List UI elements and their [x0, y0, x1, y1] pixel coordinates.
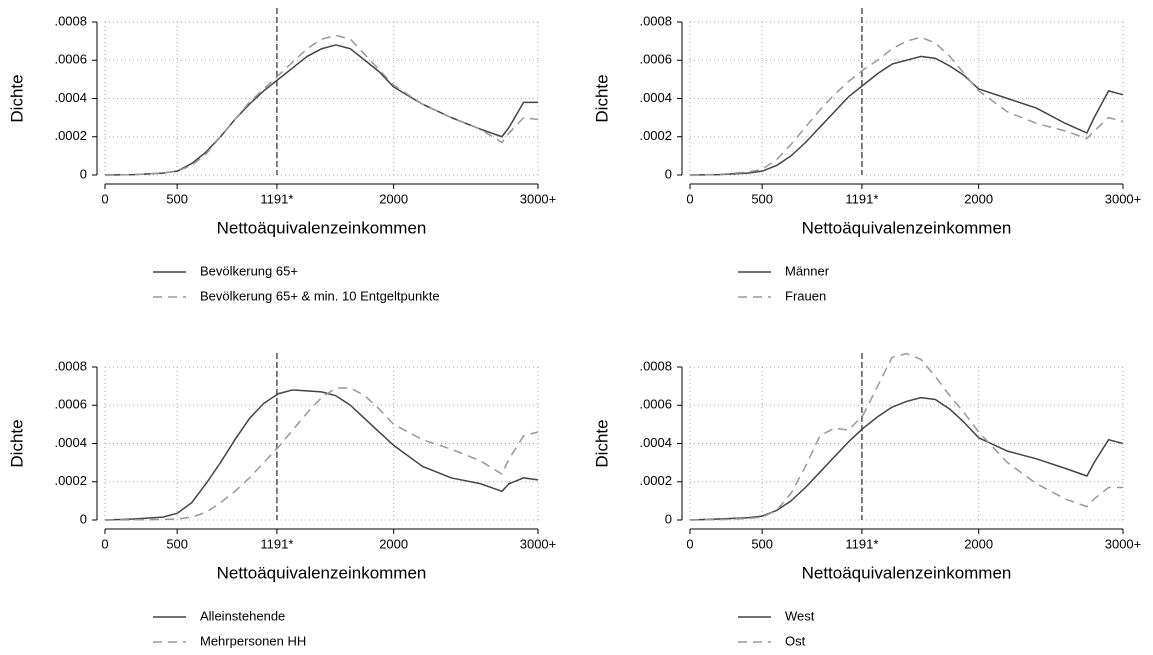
- y-tick-label: .0002: [639, 473, 672, 488]
- panel: 0 .0002 .0004 .0006 .0008 0 500 1191* 2000 3000+ N…: [7, 8, 556, 303]
- y-tick-label: .0004: [639, 90, 672, 105]
- y-tick-label: 0: [665, 166, 672, 181]
- legend-label: Männer: [785, 263, 830, 278]
- y-axis-title: Dichte: [592, 419, 611, 467]
- y-tick-label: .0004: [639, 435, 672, 450]
- x-tick-label: 2000: [964, 536, 993, 551]
- x-tick-label: 1191*: [845, 191, 878, 206]
- x-axis-title: Nettoäquivalenzeinkommen: [217, 563, 427, 582]
- x-axis-title: Nettoäquivalenzeinkommen: [217, 218, 427, 237]
- x-tick-label: 0: [101, 191, 108, 206]
- y-tick-label: .0006: [54, 52, 87, 67]
- x-tick-label: 1191*: [260, 191, 293, 206]
- line-series: [689, 36, 1124, 176]
- y-tick-label: 0: [80, 511, 87, 526]
- x-tick-label: 3000+: [520, 191, 557, 206]
- legend-label: Mehrpersonen HH: [200, 633, 306, 648]
- x-tick-label: 0: [101, 536, 108, 551]
- x-tick-label: 0: [686, 536, 693, 551]
- y-axis-title: Dichte: [7, 74, 26, 122]
- y-tick-label: .0004: [54, 435, 87, 450]
- x-tick-label: 500: [166, 191, 188, 206]
- x-tick-label: 500: [751, 536, 773, 551]
- x-tick-label: 2000: [379, 536, 408, 551]
- x-tick-label: 500: [751, 191, 773, 206]
- y-tick-label: .0006: [639, 397, 672, 412]
- y-tick-label: 0: [665, 511, 672, 526]
- y-tick-label: 0: [80, 166, 87, 181]
- line-series: [689, 352, 1123, 521]
- x-tick-label: 1191*: [845, 536, 878, 551]
- x-tick-label: 3000+: [1105, 536, 1142, 551]
- legend-label: Ost: [785, 633, 806, 648]
- y-tick-label: .0006: [639, 52, 672, 67]
- y-tick-label: .0008: [54, 13, 87, 28]
- x-axis-title: Nettoäquivalenzeinkommen: [802, 218, 1012, 237]
- panel: 0 .0002 .0004 .0006 .0008 0 500 1191* 2000 3000+ N…: [592, 352, 1142, 648]
- line-series: [689, 55, 1124, 176]
- line-series: [104, 389, 539, 521]
- line-series: [104, 34, 539, 176]
- line-series: [104, 44, 538, 176]
- panel: 0 .0002 .0004 .0006 .0008 0 500 1191* 2000 3000+ N…: [7, 353, 556, 648]
- legend-label: Frauen: [785, 288, 826, 303]
- x-tick-label: 1191*: [260, 536, 293, 551]
- y-tick-label: .0002: [54, 128, 87, 143]
- y-tick-label: .0002: [639, 128, 672, 143]
- legend-label: Alleinstehende: [200, 608, 285, 623]
- legend-label: West: [785, 608, 815, 623]
- y-axis-title: Dichte: [592, 74, 611, 122]
- legend-label: Bevölkerung 65+: [200, 263, 298, 278]
- x-axis-title: Nettoäquivalenzeinkommen: [802, 563, 1012, 582]
- line-series: [689, 396, 1124, 521]
- x-tick-label: 2000: [964, 191, 993, 206]
- x-tick-label: 500: [166, 536, 188, 551]
- legend-label: Bevölkerung 65+ & min. 10 Entgeltpunkte: [200, 288, 440, 303]
- y-tick-label: .0002: [54, 473, 87, 488]
- x-tick-label: 0: [686, 191, 693, 206]
- y-axis-title: Dichte: [7, 419, 26, 467]
- x-tick-label: 3000+: [520, 536, 557, 551]
- y-tick-label: .0006: [54, 397, 87, 412]
- y-tick-label: .0008: [54, 358, 87, 373]
- y-tick-label: .0008: [639, 358, 672, 373]
- line-series: [104, 387, 539, 521]
- x-tick-label: 2000: [379, 191, 408, 206]
- y-tick-label: .0004: [54, 90, 87, 105]
- panel: 0 .0002 .0004 .0006 .0008 0 500 1191* 2000 3000+ N…: [592, 8, 1141, 303]
- y-tick-label: .0008: [639, 13, 672, 28]
- x-tick-label: 3000+: [1105, 191, 1142, 206]
